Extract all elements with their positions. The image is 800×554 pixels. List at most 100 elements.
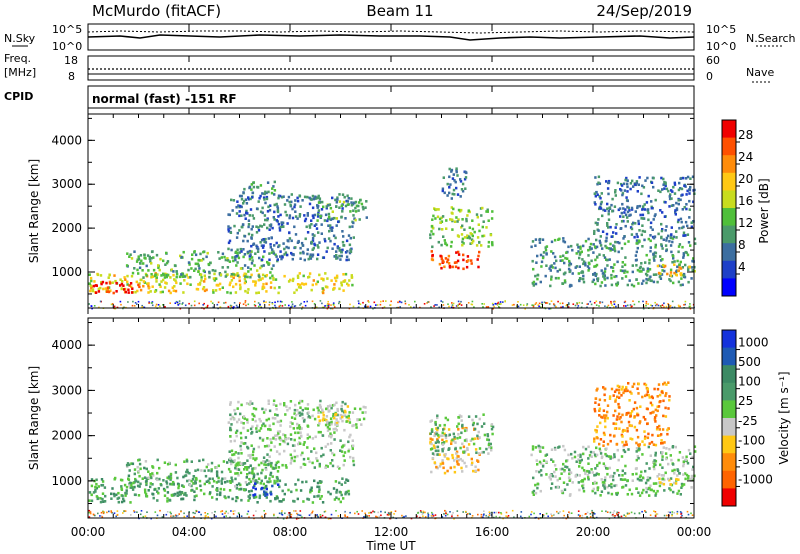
heatmap-cell <box>606 202 609 206</box>
heatmap-cell <box>580 250 583 254</box>
heatmap-cell <box>462 511 464 513</box>
heatmap-cell <box>663 269 666 273</box>
heatmap-cell <box>252 475 256 479</box>
heatmap-cell <box>613 249 617 253</box>
heatmap-cell <box>312 246 315 250</box>
heatmap-cell <box>306 252 309 256</box>
heatmap-cell <box>232 513 235 515</box>
heatmap-cell <box>194 512 196 515</box>
heatmap-cell <box>482 234 486 238</box>
heatmap-cell <box>272 250 275 253</box>
heatmap-cell <box>493 305 495 308</box>
heatmap-cell <box>629 304 632 306</box>
heatmap-cell <box>491 302 494 305</box>
heatmap-cell <box>461 423 464 427</box>
heatmap-cell <box>599 202 603 206</box>
heatmap-cell <box>622 207 625 210</box>
colorbar-tick-label: 4 <box>738 260 746 274</box>
heatmap-cell <box>216 303 219 306</box>
heatmap-cell <box>229 458 233 462</box>
heatmap-cell <box>595 453 599 457</box>
heatmap-cell <box>265 459 269 462</box>
heatmap-cell <box>277 460 280 464</box>
heatmap-cell <box>169 302 171 304</box>
heatmap-cell <box>165 513 168 516</box>
heatmap-cell <box>311 253 315 257</box>
heatmap-cell <box>596 182 599 186</box>
heatmap-cell <box>238 194 242 198</box>
heatmap-cell <box>211 477 214 481</box>
heatmap-cell <box>568 285 572 288</box>
heatmap-cell <box>650 206 653 210</box>
heatmap-cell <box>311 236 315 240</box>
heatmap-cell <box>641 453 644 456</box>
heatmap-cell <box>457 235 460 238</box>
heatmap-cell <box>559 302 562 305</box>
heatmap-cell <box>297 285 301 289</box>
heatmap-cell <box>457 455 460 458</box>
heatmap-cell <box>137 283 140 287</box>
heatmap-cell <box>690 476 694 480</box>
heatmap-cell <box>598 195 601 198</box>
heatmap-cell <box>444 436 448 440</box>
heatmap-cell <box>233 302 236 304</box>
heatmap-cell <box>281 463 284 467</box>
heatmap-cell <box>260 479 263 483</box>
heatmap-cell <box>661 247 664 250</box>
heatmap-cell <box>376 516 379 518</box>
heatmap-cell <box>616 260 619 264</box>
freq-tick-bottom: 8 <box>68 70 75 83</box>
heatmap-cell <box>538 470 541 474</box>
heatmap-cell <box>252 185 256 189</box>
heatmap-cell <box>535 261 538 264</box>
heatmap-cell <box>88 273 91 276</box>
heatmap-cell <box>291 422 294 425</box>
heatmap-cell <box>615 284 619 287</box>
heatmap-cell <box>609 225 612 229</box>
heatmap-cell <box>332 288 335 291</box>
nsearch-label: N.Search <box>746 32 796 45</box>
heatmap-cell <box>96 273 100 277</box>
heatmap-cell <box>91 307 93 310</box>
heatmap-cell <box>530 511 533 513</box>
heatmap-cell <box>278 286 281 289</box>
heatmap-cell <box>373 511 376 513</box>
heatmap-cell <box>627 420 631 424</box>
heatmap-cell <box>215 470 219 473</box>
freq-label-2: [MHz] <box>4 66 36 79</box>
heatmap-cell <box>133 510 135 512</box>
heatmap-cell <box>620 394 623 397</box>
heatmap-cell <box>165 251 168 255</box>
heatmap-cell <box>643 203 646 206</box>
heatmap-cell <box>609 455 612 458</box>
heatmap-cell <box>603 419 607 423</box>
heatmap-cell <box>649 401 653 405</box>
heatmap-cell <box>227 228 230 231</box>
heatmap-cell <box>652 176 655 180</box>
heatmap-cell <box>285 245 288 249</box>
heatmap-cell <box>662 183 665 187</box>
heatmap-cell <box>433 446 436 449</box>
heatmap-cell <box>565 251 568 254</box>
heatmap-cell <box>302 443 305 446</box>
heatmap-cell <box>338 246 341 250</box>
heatmap-cell <box>161 290 164 294</box>
heatmap-cell <box>272 216 275 219</box>
heatmap-cell <box>130 514 132 516</box>
heatmap-cell <box>635 458 638 462</box>
heatmap-cell <box>248 496 251 500</box>
colorbar-tick-label: 1000 <box>738 336 769 350</box>
heatmap-cell <box>229 401 232 404</box>
heatmap-cell <box>251 233 254 237</box>
heatmap-cell <box>279 402 282 406</box>
heatmap-cell <box>235 205 238 209</box>
colorbar-swatch <box>722 453 736 472</box>
heatmap-cell <box>249 464 252 467</box>
heatmap-cell <box>317 196 320 199</box>
heatmap-cell <box>261 206 264 210</box>
heatmap-cell <box>591 489 594 493</box>
heatmap-cell <box>635 487 638 490</box>
heatmap-cell <box>277 245 280 249</box>
heatmap-cell <box>560 472 563 475</box>
heatmap-cell <box>413 306 415 309</box>
